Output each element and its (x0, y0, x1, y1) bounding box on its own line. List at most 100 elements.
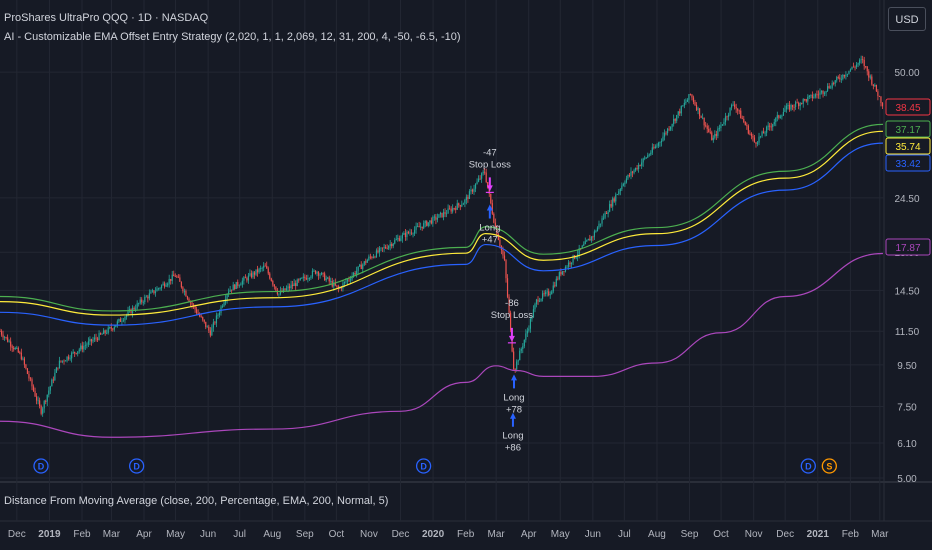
candle-2019-09-22 (327, 277, 329, 279)
candle-2019-10-29 (365, 261, 367, 263)
candle-2020-07-10 (633, 170, 635, 173)
candle-2020-05-13 (572, 255, 574, 263)
currency-button[interactable]: USD (888, 7, 926, 31)
price-labels: 38.45 37.17 35.74 33.42 17.87 (885, 98, 931, 256)
candle-2020-11-27 (781, 115, 783, 117)
price-tick-label: 6.10 (897, 439, 917, 450)
price-tick-label: 24.50 (894, 194, 919, 205)
candle-2018-11-25 (10, 341, 12, 347)
candle-2019-05-25 (200, 316, 202, 318)
candle-2019-11-02 (369, 256, 371, 258)
candle-2021-03-03 (881, 103, 884, 107)
candle-2019-02-14 (95, 337, 97, 339)
candle-2019-05-23 (199, 314, 201, 317)
candle-2020-04-22 (551, 291, 553, 295)
candle-2020-12-12 (796, 102, 798, 104)
candle-2019-02-17 (98, 333, 100, 340)
candle-2019-05-31 (206, 326, 208, 328)
trade-label: Long (479, 223, 500, 234)
series-line-ema-blue (0, 142, 883, 326)
candle-2019-08-04 (275, 286, 277, 291)
candle-2019-11-13 (381, 247, 384, 249)
candle-2019-11-11 (378, 248, 381, 253)
time-axis: Dec 2019 Feb Mar Apr May Jun Jul Aug Sep Oct Nov Dec… (8, 529, 889, 540)
candle-2020-02-22 (487, 182, 489, 188)
candle-2020-09-27 (717, 128, 719, 136)
candle-2019-09-01 (304, 276, 306, 279)
series-line-ema-yellow (0, 130, 883, 316)
candle-2020-04-27 (555, 278, 557, 287)
candle-2019-01-17 (66, 356, 68, 361)
candle-2018-12-15 (31, 379, 33, 387)
candle-2020-12-13 (798, 102, 800, 107)
candle-2020-09-22 (711, 132, 713, 141)
candle-2021-01-24 (842, 74, 844, 80)
candle-2019-02-10 (90, 339, 93, 342)
strategy-legend[interactable]: AI - Customizable EMA Offset Entry Strat… (4, 31, 461, 43)
candle-2020-06-17 (609, 204, 611, 212)
candle-2019-03-16 (127, 310, 129, 315)
candle-2020-06-27 (619, 189, 621, 192)
candle-2019-10-30 (366, 259, 368, 263)
candle-2019-12-26 (426, 221, 428, 226)
candle-2018-11-22 (7, 337, 9, 342)
candle-2020-11-10 (762, 131, 765, 134)
candle-2021-01-26 (843, 74, 845, 77)
candle-2020-05-29 (589, 238, 591, 241)
candle-2019-01-07 (55, 367, 57, 373)
candle-2020-11-01 (753, 137, 756, 143)
candle-2020-06-09 (601, 218, 603, 224)
candle-2020-01-09 (441, 212, 443, 218)
candle-2019-10-01 (336, 285, 338, 287)
candle-2020-09-19 (708, 128, 710, 132)
time-tick-label: May (551, 529, 570, 540)
candle-2019-11-08 (375, 250, 378, 258)
lower-pane-legend[interactable]: Distance From Moving Average (close, 200… (4, 495, 389, 507)
long-entry-arrow (509, 412, 516, 427)
candle-2020-04-09 (537, 299, 539, 302)
candle-2019-09-09 (313, 270, 315, 272)
candle-2020-11-07 (759, 135, 762, 137)
candle-2019-01-27 (77, 351, 79, 354)
candle-2020-05-04 (563, 271, 565, 272)
candle-2020-02-07 (471, 189, 474, 192)
candle-2019-06-19 (226, 294, 228, 300)
candle-2020-06-15 (607, 211, 609, 214)
candle-2019-04-09 (151, 290, 154, 292)
candle-2020-04-15 (543, 293, 545, 295)
candle-2018-11-26 (11, 346, 13, 348)
candle-2020-03-29 (525, 333, 527, 340)
candle-2020-03-27 (523, 339, 525, 347)
candle-2018-12-18 (34, 390, 36, 397)
candle-2021-02-24 (874, 84, 876, 86)
candle-2020-04-30 (558, 272, 560, 280)
candle-2019-06-30 (238, 285, 240, 287)
time-tick-label: Apr (521, 529, 537, 540)
candle-2019-03-26 (138, 303, 140, 305)
price-label-37.17: 37.17 (895, 125, 920, 136)
candle-2020-04-05 (532, 309, 535, 318)
candle-2020-05-16 (575, 256, 577, 259)
candle-2021-01-20 (837, 77, 839, 78)
candle-2019-09-18 (322, 272, 324, 274)
candle-2019-12-15 (415, 226, 417, 230)
candle-2019-09-16 (320, 272, 323, 275)
candle-2021-02-02 (851, 66, 853, 70)
candle-2020-12-23 (808, 95, 810, 97)
candle-2020-09-09 (697, 108, 699, 110)
candle-2021-02-21 (871, 76, 873, 85)
candle-2019-11-19 (388, 246, 390, 249)
candle-2020-08-15 (671, 124, 673, 127)
candle-2019-06-20 (228, 291, 230, 295)
candle-2020-09-10 (698, 108, 701, 116)
candle-2020-10-22 (743, 118, 745, 123)
candle-2019-07-09 (247, 275, 250, 281)
candle-2020-07-16 (639, 165, 641, 166)
candle-2020-12-09 (793, 107, 795, 108)
symbol-title[interactable]: ProShares UltraPro QQQ · 1D · NASDAQ (4, 12, 209, 24)
candle-2019-03-29 (141, 299, 143, 303)
candles (0, 55, 884, 417)
candle-2019-09-21 (325, 278, 327, 281)
candle-2018-12-25 (42, 408, 44, 414)
candle-2019-08-23 (295, 283, 297, 286)
